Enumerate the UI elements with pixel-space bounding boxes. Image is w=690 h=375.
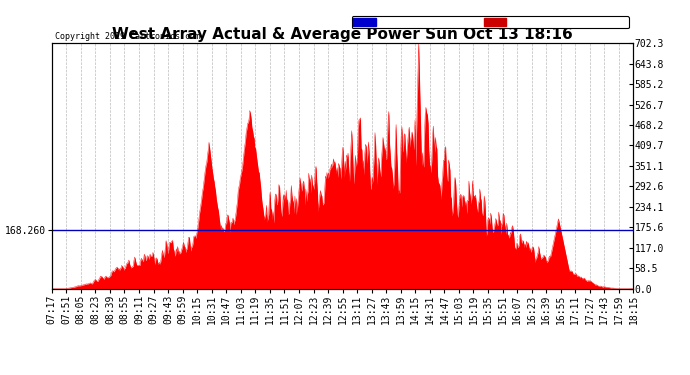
Title: West Array Actual & Average Power Sun Oct 13 18:16: West Array Actual & Average Power Sun Oc… [112, 27, 573, 42]
Text: Copyright 2019 Cartronics.com: Copyright 2019 Cartronics.com [55, 32, 199, 40]
Legend: Average  (DC Watts), West Array  (DC Watts): Average (DC Watts), West Array (DC Watts… [352, 16, 629, 28]
